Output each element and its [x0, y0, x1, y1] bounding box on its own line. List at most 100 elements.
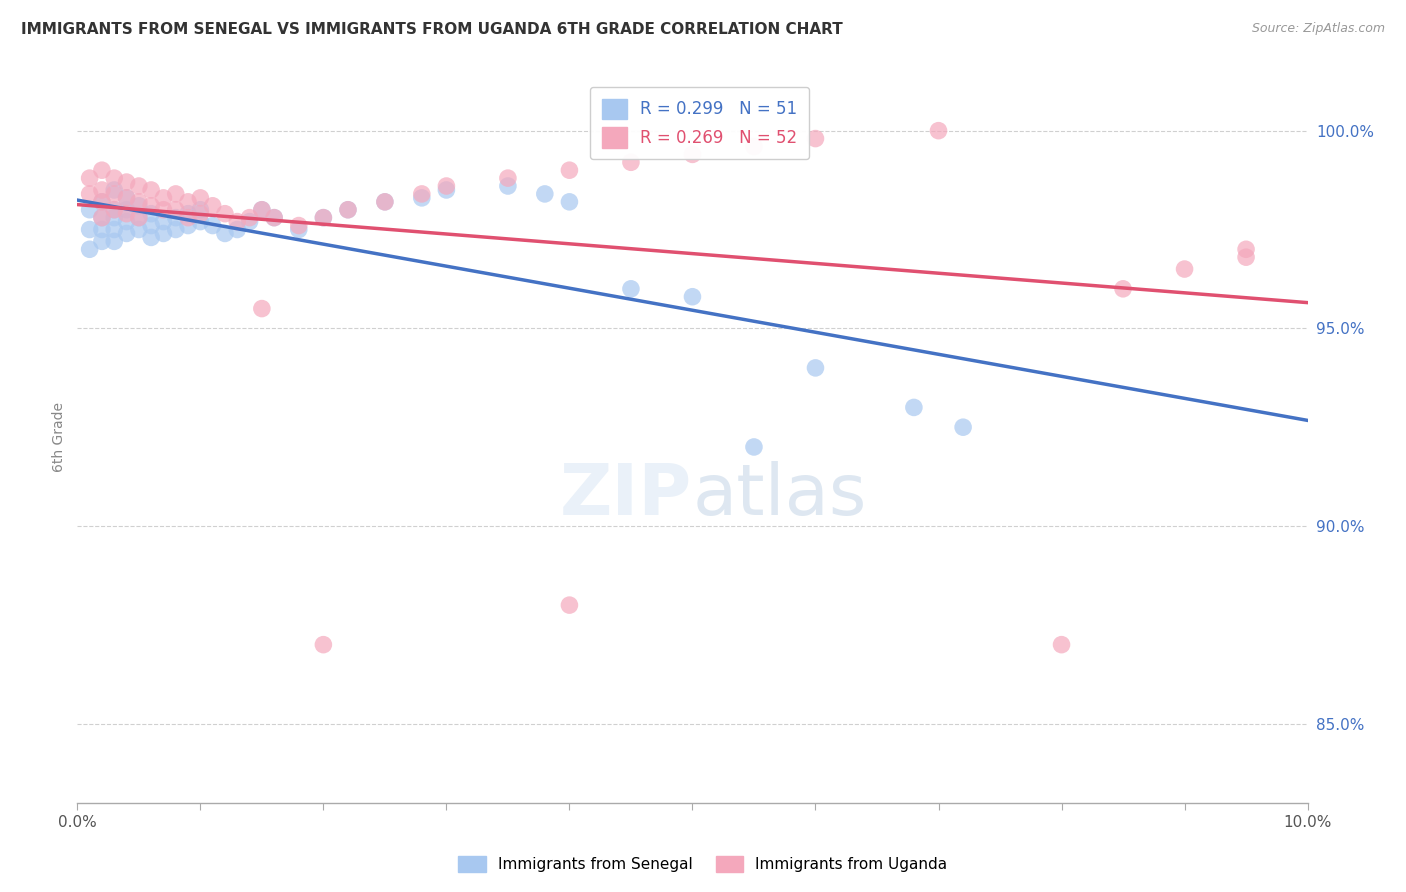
Point — [288, 219, 311, 233]
Point — [903, 401, 925, 415]
Point — [201, 199, 224, 213]
Point — [103, 202, 125, 217]
Point — [90, 194, 114, 209]
Point — [250, 202, 273, 217]
Point — [682, 290, 704, 304]
Text: atlas: atlas — [693, 461, 868, 530]
Point — [312, 211, 335, 225]
Point — [188, 191, 212, 205]
Point — [128, 179, 150, 194]
Point — [952, 420, 974, 434]
Point — [188, 202, 212, 217]
Point — [496, 171, 519, 186]
Point — [496, 179, 519, 194]
Point — [804, 360, 827, 375]
Point — [152, 202, 174, 217]
Point — [165, 222, 187, 236]
Point — [620, 282, 643, 296]
Point — [1050, 638, 1073, 652]
Point — [103, 222, 125, 236]
Point — [79, 222, 101, 236]
Point — [263, 211, 285, 225]
Point — [250, 301, 273, 316]
Point — [90, 211, 114, 225]
Point — [534, 186, 557, 201]
Point — [558, 598, 581, 612]
Point — [1174, 262, 1197, 277]
Point — [165, 186, 187, 201]
Point — [804, 131, 827, 145]
Point — [141, 199, 163, 213]
Point — [558, 163, 581, 178]
Point — [374, 194, 396, 209]
Text: Source: ZipAtlas.com: Source: ZipAtlas.com — [1251, 22, 1385, 36]
Point — [115, 191, 138, 205]
Point — [411, 191, 433, 205]
Point — [558, 194, 581, 209]
Point — [1234, 250, 1257, 264]
Point — [79, 242, 101, 256]
Point — [128, 211, 150, 225]
Point — [152, 191, 174, 205]
Point — [250, 202, 273, 217]
Point — [337, 202, 360, 217]
Point — [742, 139, 765, 153]
Point — [141, 207, 163, 221]
Y-axis label: 6th Grade: 6th Grade — [52, 402, 66, 472]
Point — [103, 186, 125, 201]
Point — [152, 227, 174, 241]
Point — [103, 183, 125, 197]
Point — [141, 183, 163, 197]
Point — [79, 202, 101, 217]
Point — [312, 638, 335, 652]
Point — [374, 194, 396, 209]
Point — [103, 202, 125, 217]
Point — [288, 222, 311, 236]
Point — [79, 171, 101, 186]
Point — [79, 186, 101, 201]
Point — [620, 155, 643, 169]
Point — [90, 222, 114, 236]
Point — [436, 179, 458, 194]
Point — [103, 171, 125, 186]
Point — [90, 194, 114, 209]
Point — [239, 211, 262, 225]
Point — [90, 211, 114, 225]
Point — [152, 214, 174, 228]
Point — [165, 202, 187, 217]
Legend: Immigrants from Senegal, Immigrants from Uganda: Immigrants from Senegal, Immigrants from… — [451, 848, 955, 880]
Point — [177, 211, 200, 225]
Point — [177, 219, 200, 233]
Point — [1234, 242, 1257, 256]
Point — [188, 214, 212, 228]
Point — [141, 219, 163, 233]
Point — [128, 194, 150, 209]
Point — [201, 219, 224, 233]
Point — [165, 211, 187, 225]
Point — [90, 163, 114, 178]
Point — [90, 235, 114, 249]
Point — [411, 186, 433, 201]
Point — [436, 183, 458, 197]
Point — [263, 211, 285, 225]
Legend: R = 0.299   N = 51, R = 0.269   N = 52: R = 0.299 N = 51, R = 0.269 N = 52 — [591, 87, 808, 160]
Point — [90, 183, 114, 197]
Point — [177, 194, 200, 209]
Point — [1112, 282, 1135, 296]
Point — [214, 227, 236, 241]
Point — [115, 227, 138, 241]
Point — [115, 207, 138, 221]
Point — [214, 207, 236, 221]
Point — [141, 230, 163, 244]
Point — [337, 202, 360, 217]
Point — [177, 207, 200, 221]
Point — [928, 123, 950, 137]
Point — [115, 191, 138, 205]
Point — [226, 214, 249, 228]
Point — [188, 207, 212, 221]
Point — [115, 214, 138, 228]
Text: ZIP: ZIP — [560, 461, 693, 530]
Point — [682, 147, 704, 161]
Point — [103, 211, 125, 225]
Point — [128, 211, 150, 225]
